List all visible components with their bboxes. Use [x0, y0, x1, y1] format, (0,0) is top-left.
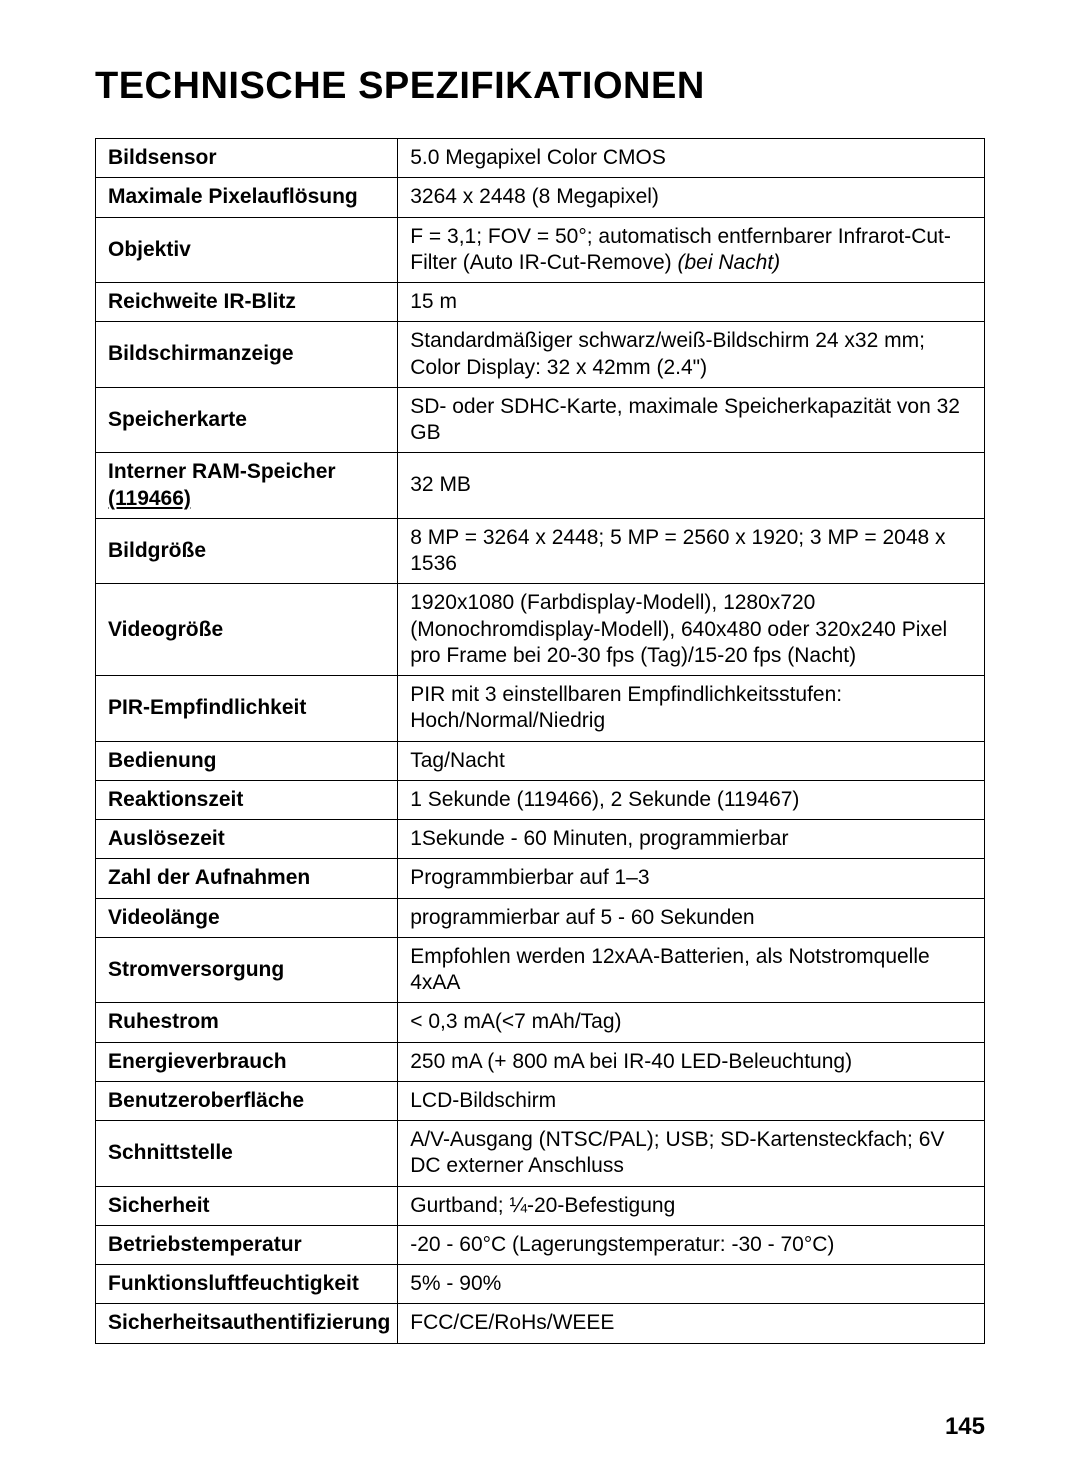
spec-value: F = 3,1; FOV = 50°; automatisch entfernb…	[398, 217, 985, 283]
spec-label-prefix: Interner RAM-Speicher	[108, 460, 336, 483]
table-row: Funktionsluftfeuchtigkeit5% - 90%	[96, 1265, 985, 1304]
spec-label: Reaktionszeit	[96, 780, 398, 819]
table-row: Bildgröße8 MP = 3264 x 2448; 5 MP = 2560…	[96, 518, 985, 584]
spec-table: Bildsensor5.0 Megapixel Color CMOSMaxima…	[95, 138, 985, 1344]
table-row: PIR-EmpfindlichkeitPIR mit 3 einstellbar…	[96, 676, 985, 742]
spec-value: Empfohlen werden 12xAA-Batterien, als No…	[398, 937, 985, 1003]
spec-value: 5.0 Megapixel Color CMOS	[398, 139, 985, 178]
spec-value-italic: (bei Nacht)	[677, 251, 780, 274]
spec-label: Maximale Pixelauflösung	[96, 178, 398, 217]
table-row: Videolängeprogrammierbar auf 5 - 60 Seku…	[96, 898, 985, 937]
table-row: Reaktionszeit1 Sekunde (119466), 2 Sekun…	[96, 780, 985, 819]
table-row: Maximale Pixelauflösung3264 x 2448 (8 Me…	[96, 178, 985, 217]
spec-label: Sicherheit	[96, 1186, 398, 1225]
spec-value: Tag/Nacht	[398, 741, 985, 780]
spec-label: Funktionsluftfeuchtigkeit	[96, 1265, 398, 1304]
spec-value: Gurtband; ¼-20-Befestigung	[398, 1186, 985, 1225]
table-row: BedienungTag/Nacht	[96, 741, 985, 780]
spec-label: Speicherkarte	[96, 387, 398, 453]
spec-value: FCC/CE/RoHs/WEEE	[398, 1304, 985, 1343]
spec-value: SD- oder SDHC-Karte, maximale Speicherka…	[398, 387, 985, 453]
spec-value: < 0,3 mA(<7 mAh/Tag)	[398, 1003, 985, 1042]
spec-label: Videogröße	[96, 584, 398, 676]
spec-value: 1 Sekunde (119466), 2 Sekunde (119467)	[398, 780, 985, 819]
table-row: Ruhestrom< 0,3 mA(<7 mAh/Tag)	[96, 1003, 985, 1042]
table-row: BildschirmanzeigeStandardmäßiger schwarz…	[96, 322, 985, 388]
spec-label: Bildgröße	[96, 518, 398, 584]
spec-value: -20 - 60°C (Lagerungstemperatur: -30 - 7…	[398, 1225, 985, 1264]
spec-label: Interner RAM-Speicher (119466)	[96, 453, 398, 519]
table-row: Bildsensor5.0 Megapixel Color CMOS	[96, 139, 985, 178]
table-row: StromversorgungEmpfohlen werden 12xAA-Ba…	[96, 937, 985, 1003]
table-row: Betriebstemperatur-20 - 60°C (Lagerungst…	[96, 1225, 985, 1264]
spec-label-underline: (119466)	[108, 487, 191, 510]
spec-value: 15 m	[398, 283, 985, 322]
spec-label: Auslösezeit	[96, 820, 398, 859]
spec-value: 3264 x 2448 (8 Megapixel)	[398, 178, 985, 217]
table-row: Energieverbrauch250 mA (+ 800 mA bei IR-…	[96, 1042, 985, 1081]
spec-label: Energieverbrauch	[96, 1042, 398, 1081]
table-row: Interner RAM-Speicher (119466)32 MB	[96, 453, 985, 519]
spec-value: 5% - 90%	[398, 1265, 985, 1304]
spec-label: Objektiv	[96, 217, 398, 283]
page-number: 145	[945, 1413, 985, 1441]
spec-label: PIR-Empfindlichkeit	[96, 676, 398, 742]
spec-label: Zahl der Aufnahmen	[96, 859, 398, 898]
spec-value: Standardmäßiger schwarz/weiß-Bildschirm …	[398, 322, 985, 388]
table-row: SicherheitGurtband; ¼-20-Befestigung	[96, 1186, 985, 1225]
table-row: Auslösezeit1Sekunde - 60 Minuten, progra…	[96, 820, 985, 859]
spec-label: Videolänge	[96, 898, 398, 937]
spec-value: 250 mA (+ 800 mA bei IR-40 LED-Beleuchtu…	[398, 1042, 985, 1081]
spec-value: 1Sekunde - 60 Minuten, programmierbar	[398, 820, 985, 859]
spec-value: 8 MP = 3264 x 2448; 5 MP = 2560 x 1920; …	[398, 518, 985, 584]
table-row: Videogröße1920x1080 (Farbdisplay-Modell)…	[96, 584, 985, 676]
spec-label: Sicherheitsauthentifizierung	[96, 1304, 398, 1343]
spec-label: Bedienung	[96, 741, 398, 780]
spec-value: 1920x1080 (Farbdisplay-Modell), 1280x720…	[398, 584, 985, 676]
table-row: SchnittstelleA/V-Ausgang (NTSC/PAL); USB…	[96, 1121, 985, 1187]
spec-label: Benutzeroberfläche	[96, 1081, 398, 1120]
table-row: Zahl der AufnahmenProgrammbierbar auf 1–…	[96, 859, 985, 898]
table-row: SpeicherkarteSD- oder SDHC-Karte, maxima…	[96, 387, 985, 453]
table-row: BenutzeroberflächeLCD-Bildschirm	[96, 1081, 985, 1120]
spec-label: Bildschirmanzeige	[96, 322, 398, 388]
table-row: ObjektivF = 3,1; FOV = 50°; automatisch …	[96, 217, 985, 283]
spec-label: Reichweite IR-Blitz	[96, 283, 398, 322]
spec-value: LCD-Bildschirm	[398, 1081, 985, 1120]
page-title: TECHNISCHE SPEZIFIKATIONEN	[95, 65, 985, 108]
table-row: SicherheitsauthentifizierungFCC/CE/RoHs/…	[96, 1304, 985, 1343]
spec-value: Programmbierbar auf 1–3	[398, 859, 985, 898]
spec-table-body: Bildsensor5.0 Megapixel Color CMOSMaxima…	[96, 139, 985, 1344]
spec-value: 32 MB	[398, 453, 985, 519]
table-row: Reichweite IR-Blitz15 m	[96, 283, 985, 322]
spec-label: Ruhestrom	[96, 1003, 398, 1042]
spec-label: Bildsensor	[96, 139, 398, 178]
spec-label: Stromversorgung	[96, 937, 398, 1003]
spec-value: PIR mit 3 einstellbaren Empfindlichkeits…	[398, 676, 985, 742]
spec-label: Betriebstemperatur	[96, 1225, 398, 1264]
spec-label: Schnittstelle	[96, 1121, 398, 1187]
spec-value: A/V-Ausgang (NTSC/PAL); USB; SD-Kartenst…	[398, 1121, 985, 1187]
spec-value: programmierbar auf 5 - 60 Sekunden	[398, 898, 985, 937]
